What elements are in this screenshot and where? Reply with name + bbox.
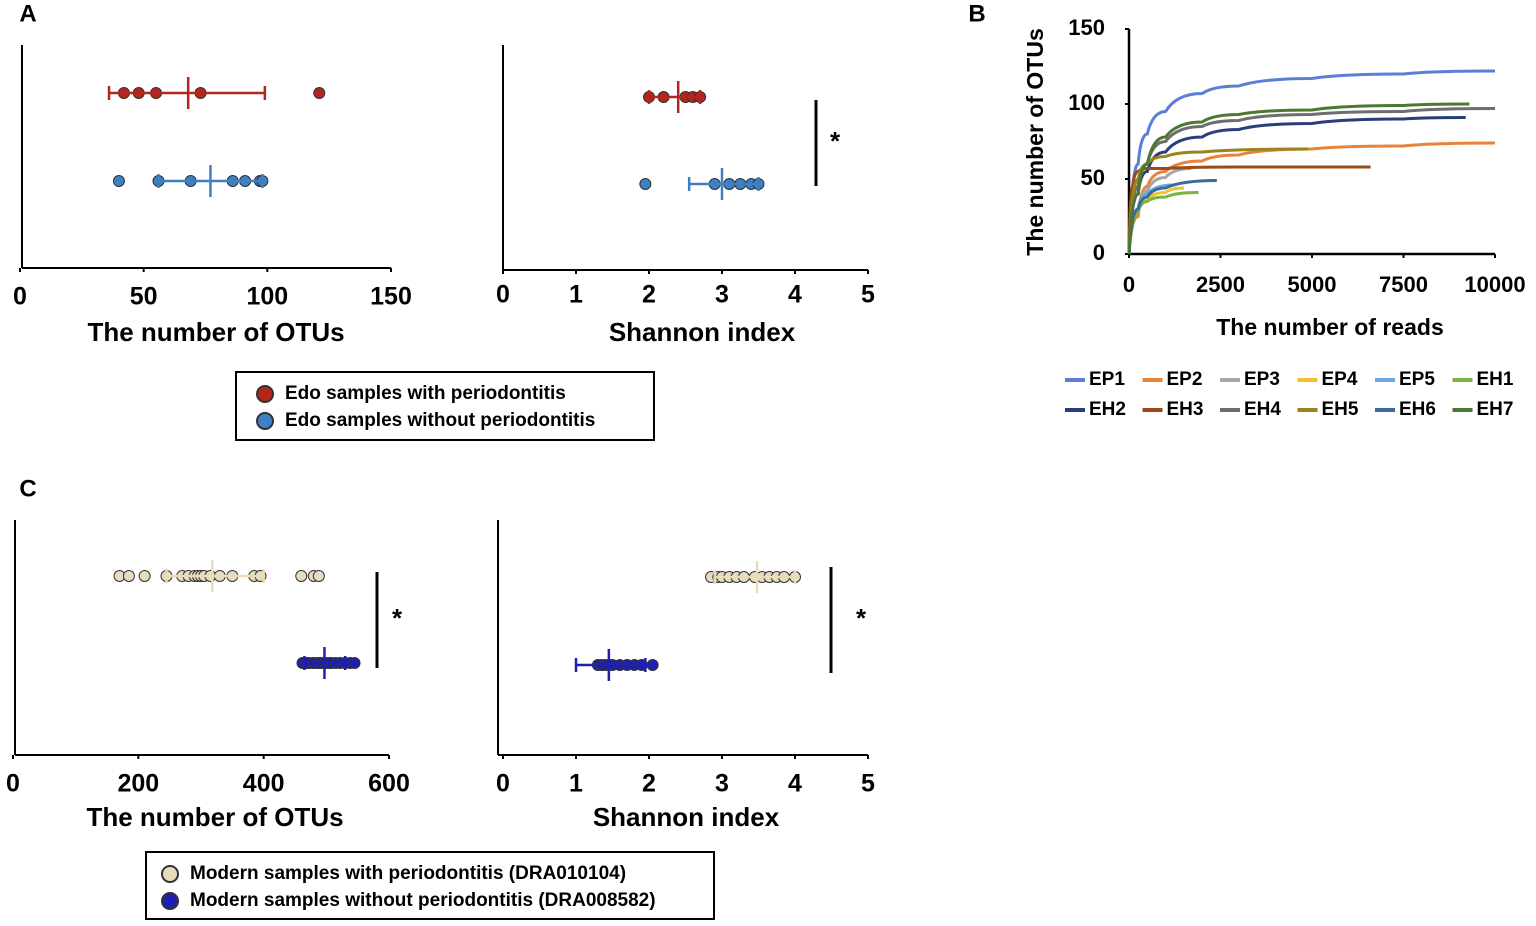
legend-label: Modern samples without periodontitis (DR… [190,890,656,911]
x-axis-label: Shannon index [593,802,780,832]
y-tick-label: 150 [1068,15,1105,40]
x-tick-label: 0 [1123,272,1135,297]
y-tick-label: 100 [1068,90,1105,115]
x-tick-label: 50 [130,283,158,311]
legend-swatch [256,385,274,403]
rarefaction-line [1127,102,1470,255]
legend-label: EP1 [1089,369,1125,390]
y-tick-label: 50 [1081,165,1105,190]
dot [313,87,326,99]
legend-swatch [161,892,179,910]
x-axis-label: Shannon index [609,317,796,347]
x-tick-label: 5 [861,770,875,798]
x-axis-label: The number of reads [1216,314,1443,340]
y-tick-label: 0 [1093,240,1105,265]
x-tick-label: 0 [6,770,20,798]
legend-label: Modern samples with periodontitis (DRA01… [190,863,626,884]
legend-label: EH1 [1477,369,1514,390]
x-tick-label: 600 [368,770,410,798]
legend-swatch [256,412,274,430]
legend-label: EP2 [1167,369,1203,390]
x-tick-label: 0 [496,770,510,798]
dot [312,570,325,582]
legend-label: EH3 [1167,399,1204,420]
x-tick-label: 100 [246,283,288,311]
x-tick-label: 5 [861,281,875,309]
x-tick-label: 2500 [1196,272,1245,297]
x-tick-label: 5000 [1288,272,1337,297]
legend-label: EH2 [1089,399,1126,420]
legend-label: EP3 [1244,369,1280,390]
x-tick-label: 400 [243,770,285,798]
rarefaction-line [1127,141,1496,255]
legend-label: Edo samples with periodontitis [285,383,566,404]
x-tick-label: 10000 [1464,272,1525,297]
panel-label: A [19,0,36,27]
panel-label: B [968,0,985,27]
x-tick-label: 0 [13,283,27,311]
rarefaction-line [1127,179,1217,255]
x-tick-label: 0 [496,281,510,309]
legend-box [145,851,715,920]
x-tick-label: 2 [642,281,656,309]
legend-swatch [161,865,179,883]
rarefaction-line [1127,165,1371,255]
dot [646,659,659,671]
x-tick-label: 4 [788,770,802,798]
rarefaction-line [1127,147,1309,255]
legend-label: EH4 [1244,399,1281,420]
rarefaction-line [1127,116,1466,255]
legend-label: EH7 [1477,399,1514,420]
x-tick-label: 4 [788,281,802,309]
legend-label: EP5 [1399,369,1435,390]
dot [295,570,308,582]
legend-box [235,371,655,441]
rarefaction-line [1127,69,1496,255]
significance-label: * [392,603,403,633]
significance-label: * [856,603,867,633]
dot [639,178,652,190]
x-tick-label: 3 [715,281,729,309]
significance-label: * [830,126,841,156]
x-tick-label: 1 [569,281,583,309]
x-tick-label: 150 [370,283,412,311]
x-axis-label: The number of OTUs [86,802,343,832]
dot [138,570,151,582]
legend-label: Edo samples without periodontitis [285,410,595,431]
legend-label: EH5 [1322,399,1359,420]
dot [122,570,135,582]
dot [112,175,125,187]
legend-label: EH6 [1399,399,1436,420]
panel-label: C [19,475,36,502]
x-axis-label: The number of OTUs [87,317,344,347]
x-tick-label: 1 [569,770,583,798]
x-tick-label: 200 [117,770,159,798]
dot [348,657,361,669]
x-tick-label: 2 [642,770,656,798]
legend-label: EP4 [1322,369,1358,390]
x-tick-label: 3 [715,770,729,798]
x-tick-label: 7500 [1379,272,1428,297]
y-axis-label: The number of OTUs [1022,28,1048,255]
